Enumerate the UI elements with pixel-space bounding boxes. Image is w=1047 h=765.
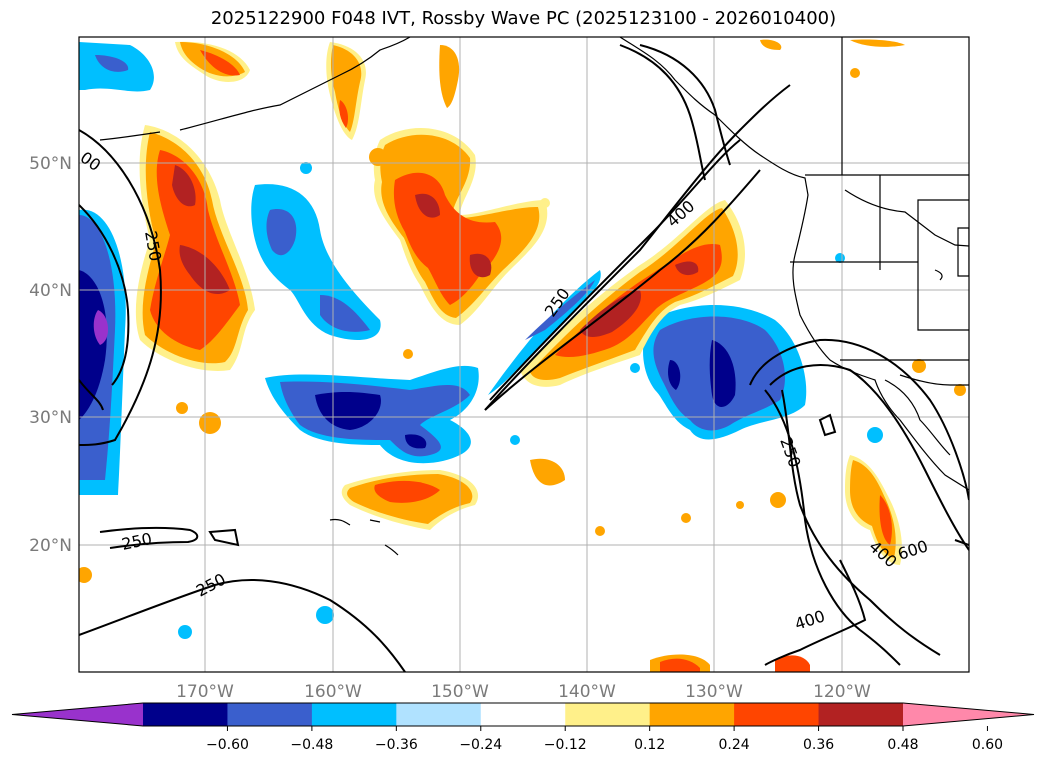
colorbar-swatch bbox=[396, 703, 482, 726]
colorbar-tick-label: 0.48 bbox=[887, 737, 918, 753]
lat-label-50n: 50°N bbox=[29, 154, 72, 174]
positive-anomaly-northwest bbox=[175, 41, 250, 82]
colorbar-swatch bbox=[734, 703, 820, 726]
negative-anomaly-30n bbox=[265, 365, 479, 464]
lat-label-40n: 40°N bbox=[29, 281, 72, 301]
lat-label-20n: 20°N bbox=[29, 536, 72, 556]
colorbar-tick-label: 0.24 bbox=[719, 737, 750, 753]
map-title: 2025122900 F048 IVT, Rossby Wave PC (202… bbox=[210, 8, 837, 29]
positive-anomaly-baja bbox=[650, 39, 905, 672]
colorbar-swatch bbox=[143, 703, 228, 726]
colorbar-tick-label: −0.36 bbox=[375, 737, 418, 753]
map-area: 250 250 400 250 250 250 400 600 400 00 bbox=[79, 37, 969, 672]
lon-label-120w: 120°W bbox=[813, 682, 871, 702]
colorbar-swatch bbox=[818, 703, 904, 726]
colorbar: −0.60 −0.48 −0.36 −0.24 −0.12 0.12 0.24 0.36 0.4… bbox=[11, 702, 1035, 753]
contour-labels: 250 250 400 250 250 250 400 600 400 00 bbox=[79, 148, 930, 634]
small-anomaly-dots bbox=[79, 68, 966, 639]
positive-anomaly-25n bbox=[341, 458, 565, 530]
lon-label-160w: 160°W bbox=[304, 682, 362, 702]
colorbar-swatch bbox=[311, 703, 397, 726]
negative-anomaly-east bbox=[643, 305, 807, 440]
colorbar-tick-label: −0.60 bbox=[206, 737, 249, 753]
colorbar-swatch bbox=[649, 703, 735, 726]
colorbar-extend-low bbox=[12, 703, 143, 726]
colorbar-tick-label: 0.12 bbox=[634, 737, 665, 753]
colorbar-tick-label: −0.12 bbox=[544, 737, 587, 753]
colorbar-tick-label: −0.24 bbox=[459, 737, 502, 753]
negative-anomaly-jet bbox=[488, 270, 601, 395]
negative-anomaly-west bbox=[79, 209, 126, 495]
ivt-contours bbox=[79, 44, 969, 672]
map-frame bbox=[78, 36, 970, 673]
latitude-axis: 50°N 40°N 30°N 20°N bbox=[29, 154, 72, 556]
longitude-axis: 170°W 160°W 150°W 140°W 130°W 120°W bbox=[176, 682, 871, 702]
colorbar-tick-label: 0.60 bbox=[972, 737, 1003, 753]
coastlines bbox=[99, 37, 969, 556]
colorbar-tick-label: −0.48 bbox=[290, 737, 333, 753]
lon-label-150w: 150°W bbox=[431, 682, 489, 702]
lon-label-140w: 140°W bbox=[558, 682, 616, 702]
colorbar-swatch bbox=[565, 703, 651, 726]
lon-label-130w: 130°W bbox=[685, 682, 743, 702]
positive-anomaly-west bbox=[135, 125, 255, 371]
colorbar-outline bbox=[11, 702, 1035, 727]
lat-label-30n: 30°N bbox=[29, 408, 72, 428]
colorbar-swatch bbox=[227, 703, 313, 726]
negative-anomaly-northwest bbox=[79, 42, 154, 92]
lon-label-170w: 170°W bbox=[176, 682, 234, 702]
colorbar-extend-high bbox=[903, 703, 1034, 726]
colorbar-tick-label: 0.36 bbox=[803, 737, 834, 753]
colorbar-swatch bbox=[480, 703, 566, 726]
